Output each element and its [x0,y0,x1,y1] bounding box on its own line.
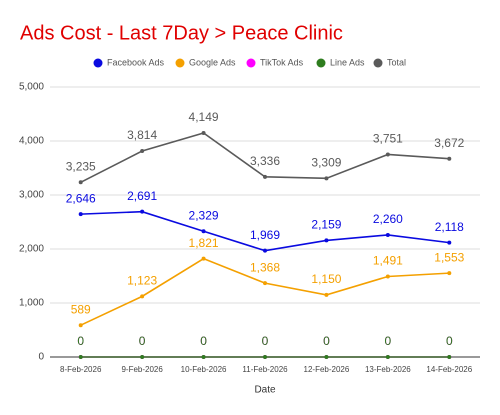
legend-swatch [373,58,383,68]
data-label: 3,814 [127,128,157,142]
legend-label: Total [387,57,406,67]
legend-swatch [316,58,326,68]
data-point [263,174,267,179]
data-point [140,149,145,154]
data-label: 0 [139,334,146,348]
data-label: 0 [446,334,453,348]
legend-swatch [175,58,185,68]
data-label: 1,368 [250,260,280,274]
y-tick-label: 1,000 [19,298,44,309]
data-label: 0 [262,334,269,348]
data-point [385,274,390,279]
data-label: 2,260 [373,212,403,226]
data-label: 3,235 [66,159,96,173]
data-label: 4,149 [189,110,219,124]
data-label: 589 [71,302,91,316]
data-point [201,130,206,135]
data-point [78,323,83,328]
data-label: 3,336 [250,154,280,168]
y-tick-label: 3,000 [19,190,44,201]
data-label: 1,123 [127,274,157,288]
data-label: 2,646 [66,191,96,205]
data-point [385,232,390,237]
y-tick-label: 0 [38,352,44,363]
data-point [78,212,83,217]
data-label: 2,691 [127,189,157,203]
y-tick-label: 2,000 [19,244,44,255]
data-label: 2,159 [311,218,341,232]
x-tick-label: 11-Feb-2026 [242,365,288,374]
data-point [140,294,145,299]
data-label: 0 [200,334,207,348]
data-label: 0 [385,334,392,348]
data-point [201,355,206,359]
data-point [324,355,329,359]
data-label: 0 [77,334,84,348]
data-point [78,355,83,359]
y-tick-label: 4,000 [19,136,44,147]
data-label: 0 [323,334,330,348]
x-tick-label: 14-Feb-2026 [426,365,472,374]
legend-label: Line Ads [330,57,365,67]
x-tick-label: 12-Feb-2026 [304,365,350,374]
data-label: 2,329 [189,208,219,222]
legend-label: TikTok Ads [260,57,304,67]
legend-swatch [93,58,103,68]
data-point [324,292,329,297]
data-label: 1,553 [434,250,464,264]
data-label: 0 [262,334,269,348]
data-point [263,281,267,286]
data-label: 3,751 [373,132,403,146]
x-tick-label: 13-Feb-2026 [365,365,411,374]
x-axis-label: Date [254,385,276,396]
chart-title: Ads Cost - Last 7Day > Peace Clinic [20,22,343,44]
data-point [140,355,145,359]
data-label: 3,309 [311,155,341,169]
data-label: 0 [77,334,84,348]
data-point [447,355,452,359]
data-label: 1,150 [311,272,341,286]
data-label: 1,969 [250,228,280,242]
data-point [78,180,83,185]
data-label: 0 [385,334,392,348]
data-point [263,248,267,253]
data-point [447,156,452,161]
data-point [201,256,206,261]
data-label: 0 [200,334,207,348]
x-tick-label: 8-Feb-2026 [60,365,102,374]
data-point [201,229,206,234]
data-point [385,152,390,157]
data-point [447,240,452,245]
data-label: 2,118 [435,220,464,234]
x-tick-label: 9-Feb-2026 [121,365,163,374]
data-label: 0 [323,334,330,348]
legend-label: Google Ads [189,57,236,67]
legend-label: Facebook Ads [107,57,165,67]
data-point [263,355,267,359]
data-label: 1,491 [373,254,403,268]
x-tick-label: 10-Feb-2026 [181,365,227,374]
data-point [324,176,329,181]
data-point [140,209,145,214]
data-point [385,355,390,359]
data-label: 3,672 [434,136,464,150]
data-label: 0 [446,334,453,348]
data-point [324,238,329,243]
legend-swatch [246,58,256,68]
y-tick-label: 5,000 [19,82,44,93]
data-label: 0 [139,334,146,348]
data-label: 1,821 [189,236,219,250]
data-point [447,271,452,276]
